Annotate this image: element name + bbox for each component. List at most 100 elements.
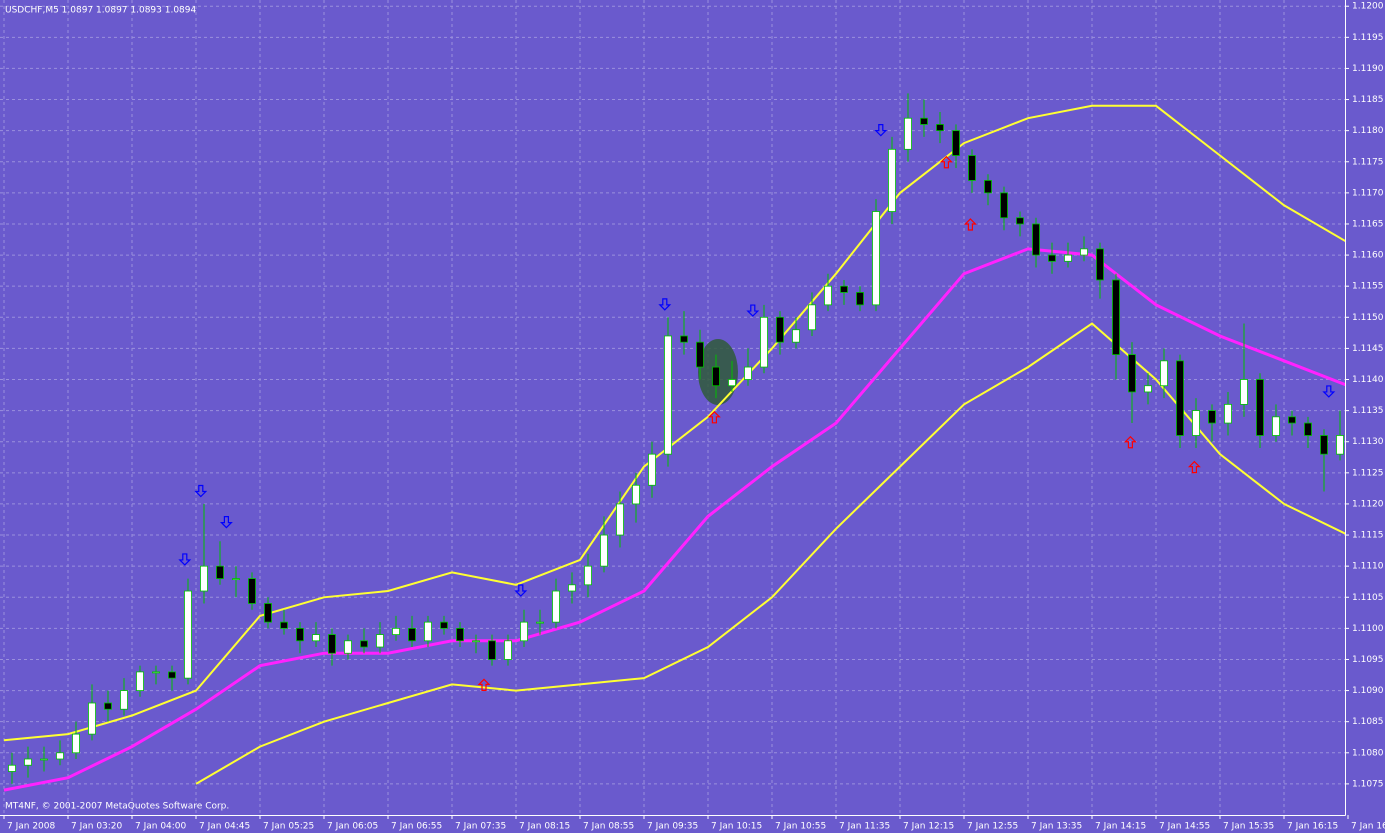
y-tick-label: 1.1075	[1352, 779, 1384, 789]
candle-body	[520, 621, 528, 642]
y-tick-label: 1.1150	[1352, 313, 1384, 323]
candle-body	[696, 341, 704, 368]
candle-body	[568, 584, 576, 592]
candle-body	[168, 671, 176, 679]
candle-body	[1016, 217, 1024, 225]
candle-body	[184, 590, 192, 679]
down-arrow	[194, 484, 208, 498]
candle-body	[1208, 410, 1216, 424]
candle-body	[456, 627, 464, 642]
x-tick-label: 7 Jan 14:55	[1159, 822, 1210, 832]
x-tick-label: 7 Jan 12:55	[967, 822, 1018, 832]
candle-body	[984, 180, 992, 194]
candle-body	[952, 130, 960, 156]
y-tick-label: 1.1180	[1352, 126, 1384, 136]
candle-body	[152, 671, 160, 674]
candle-body	[552, 590, 560, 623]
down-arrow	[178, 553, 192, 566]
x-tick-label: 7 Jan 04:00	[135, 822, 187, 832]
candle-body	[248, 578, 256, 604]
x-tick-label: 7 Jan 03:20	[71, 822, 123, 832]
candle-body	[120, 690, 128, 710]
up-arrow	[963, 218, 977, 231]
down-arrow	[658, 298, 672, 311]
candle-body	[664, 335, 672, 455]
candle-body	[440, 621, 448, 629]
candle-body	[728, 379, 736, 387]
candle-body	[72, 733, 80, 754]
candle-body	[472, 640, 480, 643]
candle-body	[600, 534, 608, 567]
y-tick-label: 1.1100	[1352, 624, 1384, 634]
footer: MT4NF, © 2001-2007 MetaQuotes Software C…	[5, 802, 229, 812]
candle-body	[1176, 360, 1184, 436]
candle-body	[216, 565, 224, 579]
candle-body	[328, 634, 336, 654]
candle-body	[824, 285, 832, 306]
candle-body	[1032, 223, 1040, 256]
candle-body	[232, 578, 240, 580]
down-arrow	[746, 304, 760, 317]
candle-body	[616, 503, 624, 536]
candle-body	[1336, 435, 1344, 455]
candle-body	[584, 565, 592, 586]
candle-body	[1272, 416, 1280, 436]
candle-body	[792, 329, 800, 343]
y-tick-label: 1.1200	[1352, 2, 1384, 12]
candle-body	[1288, 416, 1296, 424]
x-tick-label: 7 Jan 08:55	[583, 822, 634, 832]
candle-body	[360, 640, 368, 648]
x-tick-label: 7 Jan 10:55	[775, 822, 826, 832]
indicator-line	[3, 247, 1345, 792]
candle-body	[488, 640, 496, 660]
candle-body	[1048, 254, 1056, 262]
y-tick-label: 1.1115	[1352, 531, 1384, 541]
x-tick-label: 7 Jan 08:15	[519, 822, 570, 832]
y-tick-label: 1.1110	[1352, 562, 1384, 572]
candle-body	[24, 758, 32, 766]
y-tick-label: 1.1170	[1352, 188, 1384, 198]
candle-body	[712, 366, 720, 387]
candle-body	[1128, 354, 1136, 393]
x-tick-label: 7 Jan 15:35	[1223, 822, 1274, 832]
y-tick-label: 1.1140	[1352, 375, 1384, 385]
candle-body	[1192, 410, 1200, 436]
up-arrow	[477, 678, 491, 691]
candle-body	[680, 335, 688, 343]
x-tick-label: 7 Jan 11:35	[839, 822, 890, 832]
y-tick-label: 1.1190	[1352, 64, 1384, 74]
candle-body	[1160, 360, 1168, 387]
candle-body	[1256, 379, 1264, 436]
candle-body	[856, 292, 864, 306]
candle-body	[1224, 403, 1232, 424]
axes: 1.1075 1.1080 1.1085 1.1090 1.1095 1.1100 1.11…	[3, 2, 1385, 832]
candle-body	[536, 621, 544, 624]
candle-body	[56, 752, 64, 760]
candle-body	[296, 627, 304, 642]
x-tick-label: 7 Jan 06:05	[327, 822, 378, 832]
y-tick-label: 1.1120	[1352, 499, 1384, 509]
y-tick-label: 1.1155	[1352, 282, 1384, 292]
candle-body	[840, 285, 848, 293]
down-arrow	[874, 124, 888, 137]
candle-body	[904, 117, 912, 150]
up-arrow	[707, 410, 721, 424]
y-tick-label: 1.1160	[1352, 251, 1384, 261]
candle-body	[936, 124, 944, 132]
candle-body	[392, 627, 400, 635]
x-tick-label: 7 Jan 13:35	[1031, 822, 1082, 832]
candle-body	[776, 316, 784, 343]
candle-body	[760, 316, 768, 368]
y-tick-label: 1.1185	[1352, 95, 1384, 105]
x-tick-label: 7 Jan 16:15	[1287, 822, 1338, 832]
candle-body	[1000, 192, 1008, 219]
up-arrow	[1187, 460, 1201, 474]
candle-body	[280, 621, 288, 629]
y-tick-label: 1.1095	[1352, 655, 1384, 665]
candle-body	[968, 155, 976, 181]
candle-body	[8, 764, 16, 772]
candle-body	[1320, 435, 1328, 455]
candle-body	[136, 671, 144, 691]
